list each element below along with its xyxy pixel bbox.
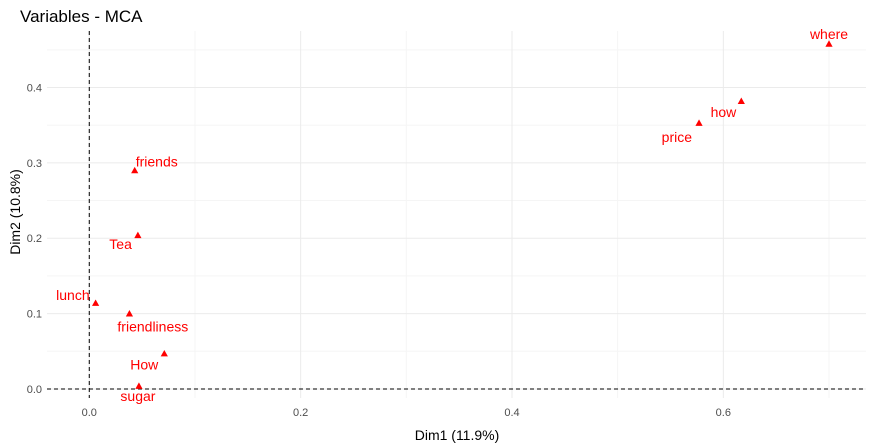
x-tick-label: 0.2 bbox=[293, 407, 308, 419]
data-point-marker bbox=[160, 349, 168, 357]
points-layer bbox=[92, 40, 833, 389]
point-label: How bbox=[130, 357, 159, 373]
x-tick-label: 0.6 bbox=[716, 407, 731, 419]
data-point-marker bbox=[135, 382, 143, 389]
grid bbox=[47, 31, 866, 398]
point-label: where bbox=[809, 26, 848, 42]
y-tick-label: 0.4 bbox=[27, 83, 42, 95]
point-label: Tea bbox=[109, 236, 132, 252]
reference-lines bbox=[47, 31, 866, 398]
y-tick-label: 0.0 bbox=[27, 384, 42, 396]
data-point-marker bbox=[695, 119, 703, 126]
y-axis-title: Dim2 (10.8%) bbox=[7, 169, 23, 255]
point-label: friends bbox=[136, 153, 178, 169]
y-tick-label: 0.1 bbox=[27, 309, 42, 321]
point-labels-layer: where how price friends Tea lunch friendliness… bbox=[56, 26, 848, 404]
data-point-marker bbox=[134, 231, 142, 239]
data-point-marker bbox=[737, 97, 745, 104]
tick-labels: 0.0 0.2 0.4 0.6 0.0 0.1 0.2 0.3 0.4 bbox=[27, 83, 731, 419]
point-label: sugar bbox=[120, 388, 155, 404]
data-point-marker bbox=[825, 40, 833, 47]
point-label: friendliness bbox=[117, 319, 188, 335]
y-tick-label: 0.3 bbox=[27, 158, 42, 170]
point-label: price bbox=[662, 129, 693, 145]
data-point-marker bbox=[125, 309, 134, 317]
data-point-marker bbox=[131, 166, 139, 174]
x-tick-label: 0.0 bbox=[82, 407, 97, 419]
chart-title: Variables - MCA bbox=[20, 7, 143, 26]
point-label: how bbox=[711, 104, 738, 120]
x-tick-label: 0.4 bbox=[504, 407, 519, 419]
data-point-marker bbox=[92, 299, 100, 306]
point-label: lunch bbox=[56, 287, 89, 303]
y-tick-label: 0.2 bbox=[27, 233, 42, 245]
x-axis-title: Dim1 (11.9%) bbox=[415, 427, 500, 443]
